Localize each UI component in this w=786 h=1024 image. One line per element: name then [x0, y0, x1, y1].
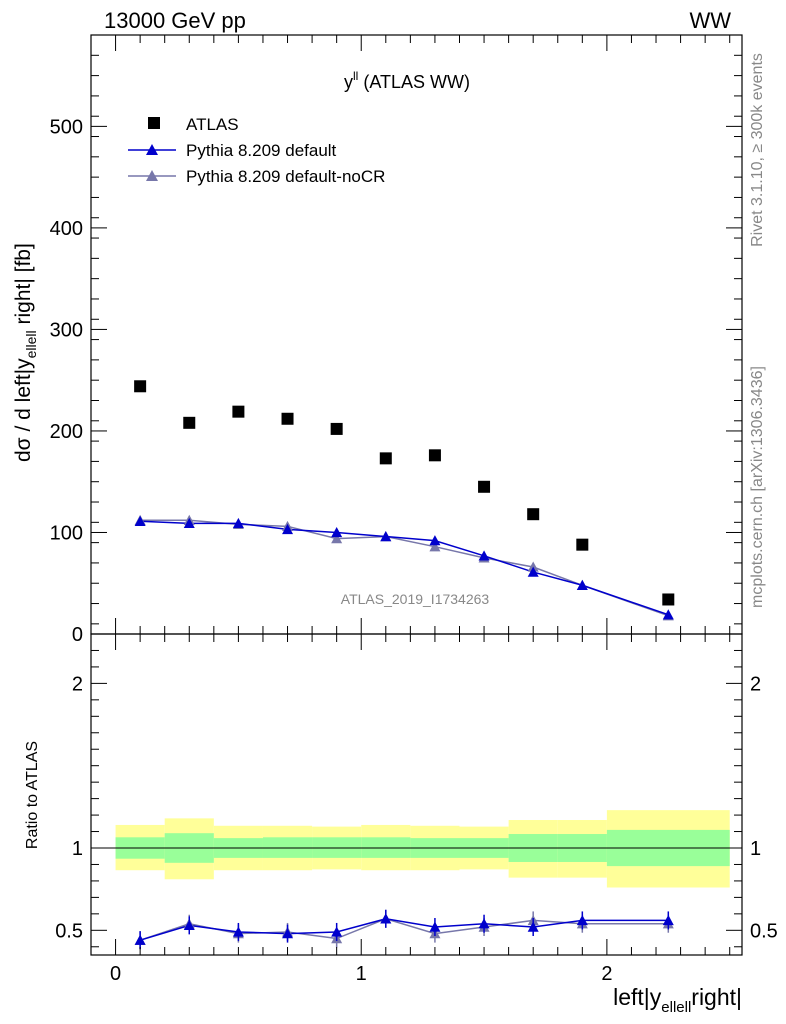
main-atlas-point: [478, 480, 491, 493]
main-default-point: [478, 550, 490, 561]
legend: ATLAS Pythia 8.209 default Pythia 8.209 …: [128, 115, 385, 186]
main-atlas-point: [428, 449, 441, 462]
ratio-y-tick-label: 1: [72, 838, 83, 860]
mcplots-label: mcplots.cern.ch [arXiv:1306.3436]: [749, 366, 766, 608]
main-y-tick-label: 100: [50, 522, 83, 544]
main-atlas-point: [330, 422, 343, 435]
legend-nocr-label: Pythia 8.209 default-noCR: [186, 167, 385, 186]
legend-default-label: Pythia 8.209 default: [186, 141, 337, 160]
main-y-tick-label: 400: [50, 218, 83, 240]
main-default-point: [662, 609, 674, 620]
ratio-default-point: [282, 928, 294, 939]
ratio-default-point: [662, 914, 674, 926]
main-default-point: [576, 579, 588, 590]
main-nocr-point: [331, 533, 343, 544]
main-atlas-point: [576, 538, 589, 551]
legend-atlas-marker: [148, 117, 160, 129]
main-title: yll (ATLAS WW): [344, 69, 470, 92]
main-y-tick-label: 0: [72, 624, 83, 646]
x-axis-label: left|yellellright|: [613, 984, 742, 1016]
main-default-point: [429, 535, 441, 546]
ratio-y-tick-label: 0.5: [55, 920, 83, 942]
ratio-default-point: [134, 934, 146, 945]
main-default-point: [232, 517, 244, 529]
main-y-tick-label: 300: [50, 319, 83, 341]
rivet-label: Rivet 3.1.10, ≥ 300k events: [749, 53, 766, 247]
main-nocr-point: [429, 541, 441, 552]
main-atlas-point: [134, 380, 147, 393]
ratio-y-tick-label-right: 1: [750, 838, 761, 860]
ratio-frame: [90, 633, 743, 956]
ratio-line-default: [139, 918, 669, 941]
main-panel: 0 100 200 300 400 500 yll (ATLAS WW) dσ / d l…: [12, 34, 743, 646]
legend-default-marker: [146, 144, 158, 155]
ratio-y-axis-label: Ratio to ATLAS: [24, 741, 41, 849]
main-y-axis-label: dσ / d left|yellell right| [fb]: [12, 243, 39, 462]
ratio-default-point: [380, 913, 392, 924]
ratio-default-point: [429, 921, 441, 932]
main-default-point: [134, 515, 146, 526]
ratio-default-point: [478, 918, 490, 929]
main-atlas-point: [379, 452, 392, 465]
main-atlas-point: [183, 416, 196, 429]
ratio-panel: 0.5 0.5 1 1 2 2 0 1 2 Ratio to ATLAS left|yellel…: [24, 633, 778, 1016]
ratio-y-tick-label-right: 0.5: [750, 920, 778, 942]
main-atlas-point: [662, 593, 675, 606]
main-default-point: [282, 523, 294, 535]
ratio-default-point: [232, 926, 244, 937]
collision-label: 13000 GeV pp: [104, 8, 246, 33]
legend-nocr-marker: [146, 170, 158, 181]
main-atlas-point: [281, 412, 294, 425]
x-tick-label: 0: [110, 963, 121, 985]
analysis-watermark: ATLAS_2019_I1734263: [341, 591, 490, 607]
ratio-y-tick-label: 2: [72, 673, 83, 695]
ratio-y-tick-label-right: 2: [750, 673, 761, 695]
main-y-tick-label: 200: [50, 421, 83, 443]
ratio-default-point: [576, 914, 588, 926]
ratio-default-point: [183, 919, 195, 931]
x-tick-label: 1: [356, 963, 367, 985]
main-default-point: [527, 566, 539, 577]
x-tick-label: 2: [601, 963, 612, 985]
main-atlas-point: [527, 508, 540, 521]
legend-atlas-label: ATLAS: [186, 115, 239, 134]
main-y-tick-label: 500: [50, 116, 83, 138]
main-default-point: [380, 531, 392, 542]
main-default-point: [183, 517, 195, 529]
main-default-point: [331, 526, 343, 538]
process-label: WW: [689, 8, 731, 33]
ratio-default-point: [527, 921, 539, 932]
main-atlas-point: [232, 405, 245, 418]
ratio-default-point: [331, 926, 343, 937]
